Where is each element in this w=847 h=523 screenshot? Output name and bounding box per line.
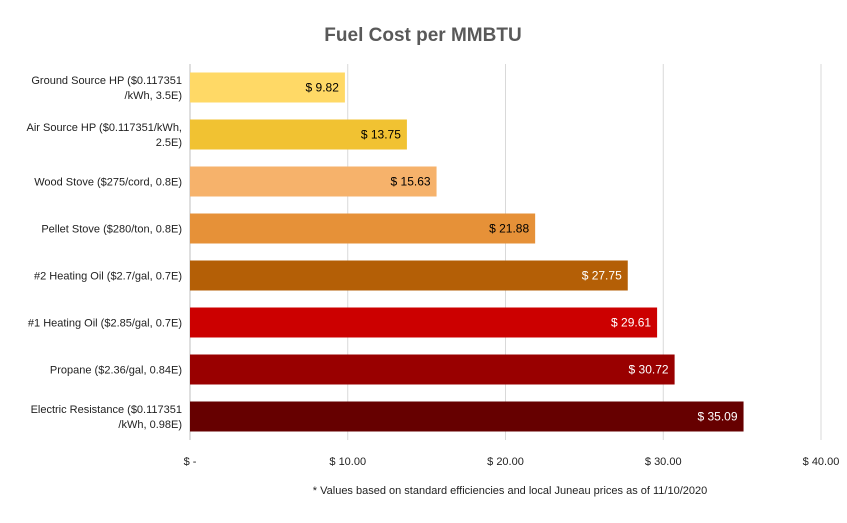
bar-data-label: $ 27.75	[582, 269, 622, 283]
x-tick-label: $ 20.00	[487, 456, 524, 468]
bar	[190, 260, 628, 291]
category-label: #1 Heating Oil ($2.85/gal, 0.7E)	[28, 318, 182, 330]
value-axis: $ - $ 10.00 $ 20.00 $ 30.00 $ 40.00	[184, 456, 840, 468]
category-label: Ground Source HP ($0.117351	[31, 75, 182, 87]
bar-data-label: $ 15.63	[391, 175, 431, 189]
chart-title: Fuel Cost per MMBTU	[324, 25, 521, 46]
bar	[190, 213, 536, 244]
bar	[190, 401, 744, 432]
category-label: Electric Resistance ($0.117351	[31, 404, 182, 416]
bar-data-label: $ 29.61	[611, 316, 651, 330]
x-tick-label: $ 40.00	[803, 456, 840, 468]
bar	[190, 307, 658, 338]
category-label: 2.5E)	[156, 137, 182, 149]
bar-data-label: $ 35.09	[697, 410, 737, 424]
category-label: Wood Stove ($275/cord, 0.8E)	[34, 177, 182, 189]
bar	[190, 354, 675, 385]
category-label: Propane ($2.36/gal, 0.84E)	[50, 365, 182, 377]
bar	[190, 166, 437, 197]
bar-data-label: $ 13.75	[361, 128, 401, 142]
category-label: Air Source HP ($0.117351/kWh,	[26, 122, 182, 134]
bar	[190, 119, 407, 150]
category-label: Pellet Stove ($280/ton, 0.8E)	[41, 224, 182, 236]
bar-data-label: $ 9.82	[306, 81, 340, 95]
category-label: /kWh, 0.98E)	[118, 419, 182, 431]
bar	[190, 72, 345, 103]
x-tick-label: $ 10.00	[329, 456, 366, 468]
footnote: * Values based on standard efficiencies …	[313, 485, 707, 497]
category-label: #2 Heating Oil ($2.7/gal, 0.7E)	[34, 271, 182, 283]
x-tick-label: $ 30.00	[645, 456, 682, 468]
category-axis: Ground Source HP ($0.117351/kWh, 3.5E) Ai…	[26, 75, 182, 431]
category-label: /kWh, 3.5E)	[125, 90, 182, 102]
bar-data-label: $ 30.72	[629, 363, 669, 377]
x-tick-label: $ -	[184, 456, 197, 468]
bar-series: $ 9.82 $ 13.75 $ 15.63 $ 21.88 $ 27.75 $ 29.6…	[190, 72, 744, 432]
bar-data-label: $ 21.88	[489, 222, 529, 236]
